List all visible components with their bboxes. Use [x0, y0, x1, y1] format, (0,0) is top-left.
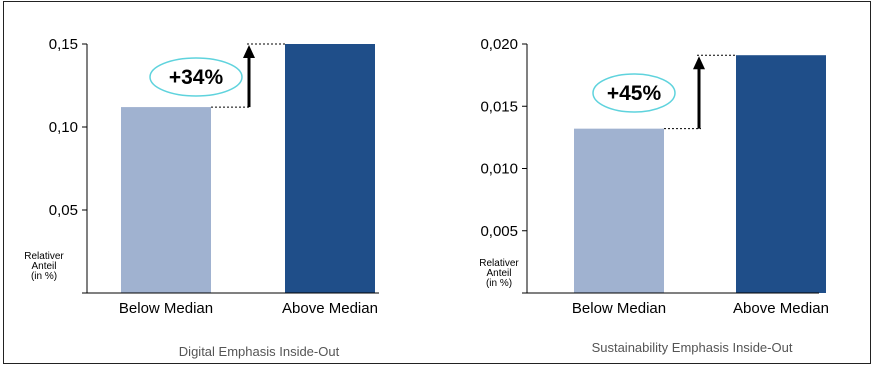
- category-label: Above Median: [282, 300, 378, 317]
- y-tick-label: 0,010: [480, 161, 518, 178]
- y-tick-label: 0,15: [49, 36, 78, 53]
- annotation-badge: [592, 73, 676, 113]
- category-label: Below Median: [572, 300, 666, 317]
- chart-caption: Sustainability Emphasis Inside-Out: [592, 340, 793, 355]
- y-tick-label: 0,015: [480, 98, 518, 115]
- annotation-label: +34%: [169, 66, 224, 89]
- bar-above-median: [285, 44, 375, 293]
- y-axis-label: Relativer: [479, 258, 519, 269]
- increase-arrowhead: [693, 56, 705, 70]
- y-axis-label: (in %): [486, 278, 512, 289]
- y-axis-label: Anteil: [31, 261, 56, 272]
- bar-below-median: [121, 107, 211, 293]
- annotation-badge: [149, 57, 243, 97]
- y-axis-label: Anteil: [486, 268, 511, 279]
- y-axis-label: Relativer: [24, 251, 64, 262]
- y-tick-label: 0,05: [49, 202, 78, 219]
- y-tick-label: 0,10: [49, 119, 78, 136]
- chart-caption: Digital Emphasis Inside-Out: [179, 344, 340, 359]
- bar-above-median: [736, 55, 826, 293]
- category-label: Below Median: [119, 300, 213, 317]
- annotation-label: +45%: [607, 82, 662, 105]
- increase-arrowhead: [243, 45, 255, 58]
- y-tick-label: 0,020: [480, 36, 518, 53]
- bar-below-median: [574, 128, 664, 293]
- y-tick-label: 0,005: [480, 223, 518, 240]
- category-label: Above Median: [733, 300, 829, 317]
- y-axis-label: (in %): [31, 271, 57, 282]
